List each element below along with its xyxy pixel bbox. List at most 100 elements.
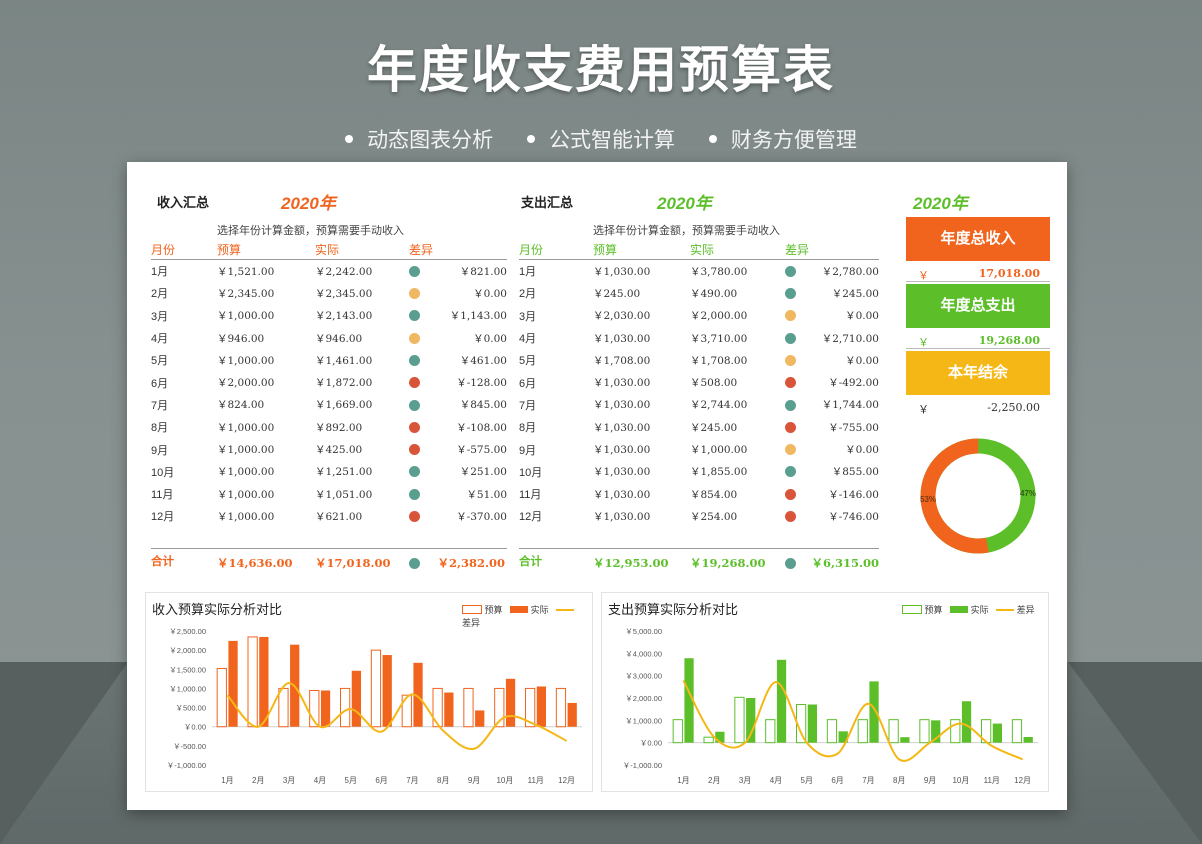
income-table: 月份 预算 实际 差异 1月 ￥1,521.00 ￥2,242.00 ￥821.00 2… <box>151 240 507 528</box>
budget-bar <box>734 696 745 744</box>
status-cell <box>409 461 437 483</box>
status-dot-icon <box>785 288 796 300</box>
actual-cell: ￥2,345.00 <box>315 287 373 300</box>
budget-bar <box>432 687 443 728</box>
actual-cell: ￥254.00 <box>690 510 738 523</box>
table-row: 5月 ￥1,708.00 ￥1,708.00 ￥0.00 <box>519 349 879 371</box>
month-cell: 5月 <box>151 355 169 368</box>
status-dot-icon <box>785 488 796 500</box>
expense-year-selector[interactable]: 2020年 <box>657 194 712 213</box>
table-row: 6月 ￥2,000.00 ￥1,872.00 ￥-128.00 <box>151 371 507 393</box>
month-cell: 9月 <box>519 444 537 457</box>
floor-right-shadow <box>1068 662 1202 844</box>
diff-cell: ￥0.00 <box>473 287 507 300</box>
budget-bar <box>370 649 382 728</box>
actual-bar <box>746 698 756 743</box>
status-cell <box>785 371 811 393</box>
x-tick-label: 4月 <box>314 776 326 785</box>
col-header-diff: 差异 <box>409 243 434 257</box>
month-cell: 11月 <box>519 489 542 502</box>
x-tick-label: 6月 <box>375 776 387 785</box>
table-row: 10月 ￥1,030.00 ￥1,855.00 ￥855.00 <box>519 461 879 483</box>
diff-cell: ￥2,710.00 <box>821 332 879 345</box>
budget-cell: ￥1,000.00 <box>217 466 275 479</box>
budget-cell: ￥1,030.00 <box>593 421 651 434</box>
expense-chart-legend: 预算 实际 差异 <box>902 603 1035 616</box>
budget-bar <box>525 687 536 728</box>
month-cell: 10月 <box>151 466 175 479</box>
budget-bar <box>340 687 351 728</box>
diff-cell: ￥1,744.00 <box>821 399 879 412</box>
col-header-budget: 预算 <box>593 243 618 257</box>
expense-total-actual: ￥19,268.00 <box>690 556 766 570</box>
col-header-month: 月份 <box>519 243 544 257</box>
month-cell: 4月 <box>151 333 169 346</box>
actual-cell: ￥2,143.00 <box>315 310 373 323</box>
y-tick-label: ￥1,000.00 <box>169 684 206 693</box>
status-dot-icon <box>785 421 796 433</box>
budget-bar <box>494 687 505 728</box>
table-row: 3月 ￥2,030.00 ￥2,000.00 ￥0.00 <box>519 305 879 327</box>
x-tick-label: 12月 <box>558 776 575 785</box>
expense-chart-title: 支出预算实际分析对比 <box>608 602 739 617</box>
budget-bar <box>765 719 776 744</box>
month-cell: 8月 <box>519 422 537 435</box>
actual-cell: ￥1,855.00 <box>690 466 748 479</box>
summary-year-selector[interactable]: 2020年 <box>913 194 968 213</box>
x-tick-label: 2月 <box>252 776 264 785</box>
budget-cell: ￥1,030.00 <box>593 332 651 345</box>
month-cell: 9月 <box>151 444 169 457</box>
budget-cell: ￥2,345.00 <box>217 287 275 300</box>
status-cell <box>785 461 811 483</box>
table-row: 4月 ￥946.00 ￥946.00 ￥0.00 <box>151 327 507 349</box>
y-tick-label: ￥1,500.00 <box>169 665 206 674</box>
diff-cell: ￥-370.00 <box>456 510 507 523</box>
x-tick-label: 1月 <box>677 776 689 785</box>
table-row: 1月 ￥1,521.00 ￥2,242.00 ￥821.00 <box>151 260 507 283</box>
month-cell: 2月 <box>151 288 169 301</box>
status-cell <box>785 505 811 527</box>
month-cell: 11月 <box>151 489 174 502</box>
expense-total-diff: ￥6,315.00 <box>811 556 879 570</box>
actual-cell: ￥854.00 <box>690 488 738 501</box>
status-cell <box>409 327 437 349</box>
y-tick-label: ￥-1,000.00 <box>623 761 662 770</box>
month-cell: 4月 <box>519 333 537 346</box>
x-tick-label: 7月 <box>406 776 418 785</box>
budget-cell: ￥1,708.00 <box>593 354 651 367</box>
y-tick-label: ￥0.00 <box>640 739 662 748</box>
actual-bar <box>536 686 546 727</box>
diff-cell: ￥821.00 <box>459 265 507 278</box>
actual-cell: ￥245.00 <box>690 421 738 434</box>
diff-cell: ￥251.00 <box>459 466 507 479</box>
x-tick-label: 10月 <box>952 776 969 785</box>
status-dot-icon <box>409 399 420 411</box>
status-cell <box>409 282 437 304</box>
status-dot-icon <box>785 332 796 344</box>
status-cell <box>409 505 437 527</box>
actual-cell: ￥2,000.00 <box>690 310 748 323</box>
actual-cell: ￥892.00 <box>315 421 363 434</box>
budget-bar <box>826 719 838 744</box>
diff-cell: ￥855.00 <box>831 466 879 479</box>
status-cell <box>409 416 437 438</box>
income-year-selector[interactable]: 2020年 <box>281 194 336 213</box>
actual-bar <box>505 678 516 727</box>
month-cell: 1月 <box>519 266 537 279</box>
diff-cell: ￥-575.00 <box>456 444 507 457</box>
table-row: 9月 ￥1,000.00 ￥425.00 ￥-575.00 <box>151 438 507 460</box>
status-dot-icon <box>785 399 796 411</box>
month-cell: 12月 <box>151 511 175 524</box>
month-cell: 12月 <box>519 511 543 524</box>
diff-cell: ￥-146.00 <box>828 488 879 501</box>
actual-bar <box>900 737 910 743</box>
budget-cell: ￥1,000.00 <box>217 488 275 501</box>
y-tick-label: ￥-1,000.00 <box>167 761 206 770</box>
x-tick-label: 2月 <box>708 776 720 785</box>
actual-cell: ￥3,780.00 <box>690 265 748 278</box>
actual-bar <box>413 662 423 727</box>
month-cell: 6月 <box>151 377 169 390</box>
actual-bar <box>1023 736 1033 743</box>
feature-item: 公式智能计算 <box>527 124 675 154</box>
status-dot-icon <box>409 332 420 344</box>
